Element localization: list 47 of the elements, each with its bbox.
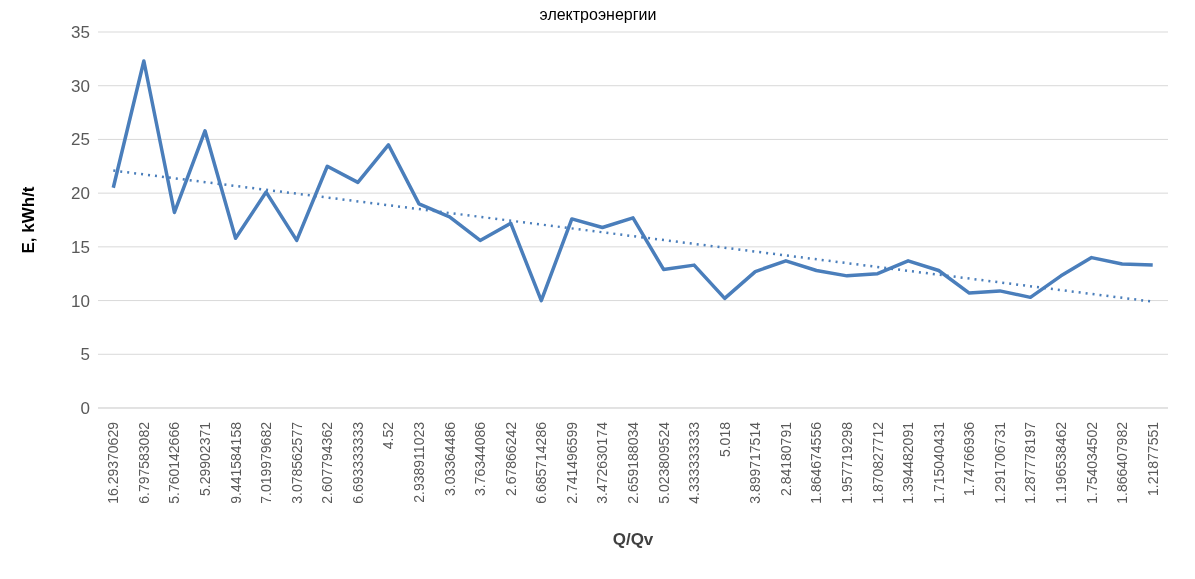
- x-tick-label: 1.870827712: [869, 421, 886, 504]
- y-tick-label: 0: [80, 399, 90, 419]
- x-tick-label: 3.03364486: [441, 421, 458, 496]
- x-tick-label: 2.67866242: [502, 421, 519, 496]
- x-tick-label: 2.607794362: [319, 421, 336, 504]
- x-tick-label: 3.472630174: [594, 421, 611, 504]
- x-tick-label: 3.078562577: [288, 421, 305, 504]
- x-tick-label: 6.797583082: [135, 421, 152, 504]
- y-tick-label: 20: [71, 184, 90, 204]
- x-tick-label: 2.938911023: [411, 421, 427, 503]
- y-axis-title: E, kWh/t: [19, 186, 39, 254]
- chart-title: электроэнергии: [538, 6, 658, 24]
- x-tick-label: 5.023809524: [655, 421, 672, 504]
- y-tick-label: 15: [71, 237, 90, 257]
- x-tick-label: 1.21877551: [1144, 421, 1161, 496]
- x-tick-label: 1.74766936: [961, 421, 978, 496]
- y-tick-label: 5: [80, 345, 90, 365]
- x-axis-title: Q/Qv: [612, 530, 654, 549]
- y-tick-label: 30: [71, 76, 90, 96]
- x-tick-label: 6.693333333: [349, 421, 366, 504]
- x-tick-label: 1.394482091: [900, 421, 917, 504]
- x-tick-label: 2.741496599: [563, 421, 580, 504]
- x-tick-label: 1.866407982: [1114, 421, 1131, 504]
- x-tick-label: 1.287778197: [1022, 421, 1039, 504]
- x-tick-label: 2.84180791: [777, 421, 794, 496]
- x-tick-label: 1.715040431: [930, 421, 947, 504]
- x-tick-label: 1.864674556: [808, 421, 825, 504]
- x-tick-label: 4.333333333: [686, 421, 703, 504]
- line-series: [111, 59, 1155, 303]
- x-tick-label: 5.760142666: [166, 421, 183, 504]
- x-tick-label: 7.019979682: [258, 421, 275, 504]
- y-tick-label: 35: [71, 23, 90, 43]
- x-tick-label: 1.196538462: [1053, 421, 1069, 504]
- x-tick-label: 1.291706731: [991, 421, 1008, 504]
- x-tick-label: 5.29902371: [197, 421, 213, 496]
- x-tick-label: 3.76344086: [472, 421, 489, 496]
- x-tick-label: 6.685714286: [533, 421, 550, 504]
- x-tick-label: 3.899717514: [747, 421, 764, 504]
- y-tick-label: 25: [71, 130, 90, 150]
- x-tick-label: 4.52: [380, 421, 397, 450]
- x-tick-label: 16.29370629: [105, 421, 122, 504]
- y-tick-label: 10: [71, 291, 90, 311]
- x-tick-label: 2.659188034: [625, 421, 641, 504]
- x-tick-label: 9.441584158: [227, 421, 244, 504]
- x-tick-label: 5.018: [716, 421, 733, 458]
- x-tick-label: 1.957719298: [839, 421, 855, 504]
- x-tick-label: 1.754034502: [1083, 421, 1100, 504]
